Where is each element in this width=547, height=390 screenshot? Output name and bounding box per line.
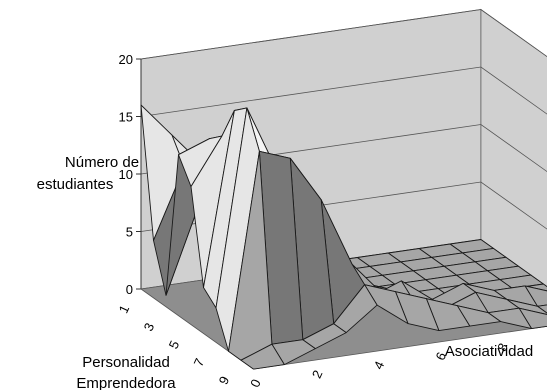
z-tick-label: 0: [126, 282, 133, 297]
y-tick-label: 2: [309, 368, 326, 381]
z-tick-label: 10: [119, 167, 133, 182]
x-tick-label: 1: [116, 303, 133, 316]
x-tick-label: 9: [216, 374, 233, 387]
y-tick-label: 0: [247, 377, 264, 390]
wall-gridline: [140, 9, 547, 60]
axis-titles: Número de estudiantes Personalidad Empre…: [37, 154, 534, 390]
wall-gridline: [140, 66, 547, 117]
x-tick-label: 7: [191, 356, 208, 369]
surface-cell: [240, 343, 285, 370]
x-tick-label: 5: [166, 338, 183, 351]
y-tick-label: 4: [371, 359, 388, 372]
z-axis-title-line1: Número de: [65, 154, 139, 171]
z-tick-label: 5: [126, 225, 133, 240]
x-axis-title-line2: Emprendedora: [76, 375, 176, 390]
x-axis-title-line1: Personalidad: [82, 354, 170, 371]
surface-plot: [140, 104, 547, 370]
z-tick-label: 15: [119, 110, 133, 125]
y-axis-title: Asociatividad: [445, 343, 533, 360]
z-axis-title-line2: estudiantes: [37, 176, 114, 193]
z-tick-label: 20: [119, 52, 133, 67]
x-tick-label: 3: [141, 320, 158, 333]
